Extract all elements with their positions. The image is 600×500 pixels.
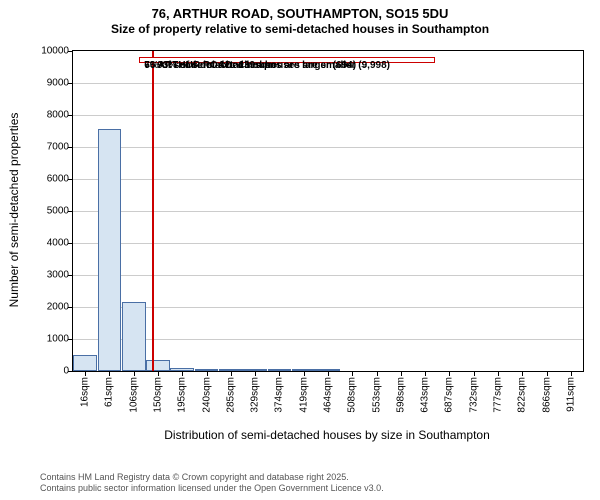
x-tick-mark bbox=[304, 371, 305, 376]
footer-line-1: Contains HM Land Registry data © Crown c… bbox=[40, 472, 349, 483]
y-tick-label: 1000 bbox=[47, 334, 69, 345]
x-tick-mark bbox=[352, 371, 353, 376]
chart-container: 76, ARTHUR ROAD, SOUTHAMPTON, SO15 5DU S… bbox=[0, 0, 600, 500]
x-tick-label: 285sqm bbox=[225, 377, 236, 413]
annotation-line: 6% of semi-detached houses are larger (6… bbox=[144, 60, 369, 72]
x-tick-label: 911sqm bbox=[565, 377, 576, 412]
grid-line bbox=[73, 83, 583, 84]
x-tick-label: 822sqm bbox=[517, 377, 528, 413]
grid-line bbox=[73, 179, 583, 180]
y-tick-label: 9000 bbox=[47, 78, 69, 89]
x-tick-label: 106sqm bbox=[128, 377, 139, 413]
x-tick-label: 240sqm bbox=[201, 377, 212, 413]
x-tick-label: 16sqm bbox=[80, 377, 91, 407]
x-tick-mark bbox=[571, 371, 572, 376]
x-tick-mark bbox=[377, 371, 378, 376]
y-tick-mark bbox=[68, 115, 73, 116]
y-tick-label: 5000 bbox=[47, 206, 69, 217]
footer-line-2: Contains public sector information licen… bbox=[40, 483, 384, 494]
grid-line bbox=[73, 275, 583, 276]
y-tick-label: 8000 bbox=[47, 110, 69, 121]
bar bbox=[73, 355, 97, 371]
y-tick-label: 10000 bbox=[41, 46, 69, 57]
chart-subtitle: Size of property relative to semi-detach… bbox=[0, 22, 600, 36]
plot-area: 0100020003000400050006000700080009000100… bbox=[72, 50, 584, 372]
x-tick-mark bbox=[328, 371, 329, 376]
x-tick-mark bbox=[279, 371, 280, 376]
x-tick-mark bbox=[522, 371, 523, 376]
grid-line bbox=[73, 211, 583, 212]
annotation-box: 76 ARTHUR ROAD: 139sqm← 93% of semi-deta… bbox=[139, 57, 435, 63]
y-tick-label: 7000 bbox=[47, 142, 69, 153]
y-tick-mark bbox=[68, 147, 73, 148]
y-tick-mark bbox=[68, 307, 73, 308]
x-tick-label: 150sqm bbox=[153, 377, 164, 413]
y-tick-mark bbox=[68, 243, 73, 244]
y-tick-mark bbox=[68, 275, 73, 276]
x-tick-mark bbox=[474, 371, 475, 376]
y-tick-mark bbox=[68, 371, 73, 372]
y-tick-label: 3000 bbox=[47, 270, 69, 281]
x-tick-mark bbox=[158, 371, 159, 376]
grid-line bbox=[73, 147, 583, 148]
x-tick-mark bbox=[109, 371, 110, 376]
x-tick-label: 643sqm bbox=[420, 377, 431, 413]
grid-line bbox=[73, 115, 583, 116]
bar bbox=[98, 129, 122, 371]
x-tick-label: 598sqm bbox=[395, 377, 406, 413]
grid-line bbox=[73, 307, 583, 308]
x-tick-label: 195sqm bbox=[177, 377, 188, 413]
y-tick-mark bbox=[68, 211, 73, 212]
x-tick-label: 866sqm bbox=[541, 377, 552, 413]
x-tick-mark bbox=[134, 371, 135, 376]
x-tick-mark bbox=[85, 371, 86, 376]
y-tick-label: 2000 bbox=[47, 302, 69, 313]
x-tick-label: 61sqm bbox=[104, 377, 115, 407]
y-tick-mark bbox=[68, 51, 73, 52]
x-tick-label: 553sqm bbox=[371, 377, 382, 413]
x-tick-mark bbox=[449, 371, 450, 376]
x-tick-label: 419sqm bbox=[298, 377, 309, 413]
x-tick-mark bbox=[207, 371, 208, 376]
y-tick-label: 4000 bbox=[47, 238, 69, 249]
x-tick-label: 777sqm bbox=[493, 377, 504, 413]
x-tick-mark bbox=[401, 371, 402, 376]
x-tick-label: 687sqm bbox=[444, 377, 455, 413]
x-tick-mark bbox=[547, 371, 548, 376]
x-tick-mark bbox=[255, 371, 256, 376]
grid-line bbox=[73, 243, 583, 244]
x-tick-label: 732sqm bbox=[468, 377, 479, 413]
x-tick-label: 464sqm bbox=[323, 377, 334, 413]
y-tick-mark bbox=[68, 339, 73, 340]
bar bbox=[146, 360, 170, 371]
x-axis-label: Distribution of semi-detached houses by … bbox=[164, 428, 490, 442]
x-tick-label: 508sqm bbox=[347, 377, 358, 413]
bar bbox=[122, 302, 146, 371]
x-tick-mark bbox=[231, 371, 232, 376]
x-tick-mark bbox=[182, 371, 183, 376]
chart-title: 76, ARTHUR ROAD, SOUTHAMPTON, SO15 5DU bbox=[0, 0, 600, 22]
grid-line bbox=[73, 339, 583, 340]
y-tick-label: 6000 bbox=[47, 174, 69, 185]
x-tick-mark bbox=[425, 371, 426, 376]
marker-line bbox=[152, 51, 154, 371]
x-tick-label: 374sqm bbox=[274, 377, 285, 413]
y-tick-mark bbox=[68, 83, 73, 84]
x-tick-mark bbox=[498, 371, 499, 376]
y-tick-mark bbox=[68, 179, 73, 180]
y-axis-label: Number of semi-detached properties bbox=[7, 113, 21, 308]
x-tick-label: 329sqm bbox=[250, 377, 261, 413]
